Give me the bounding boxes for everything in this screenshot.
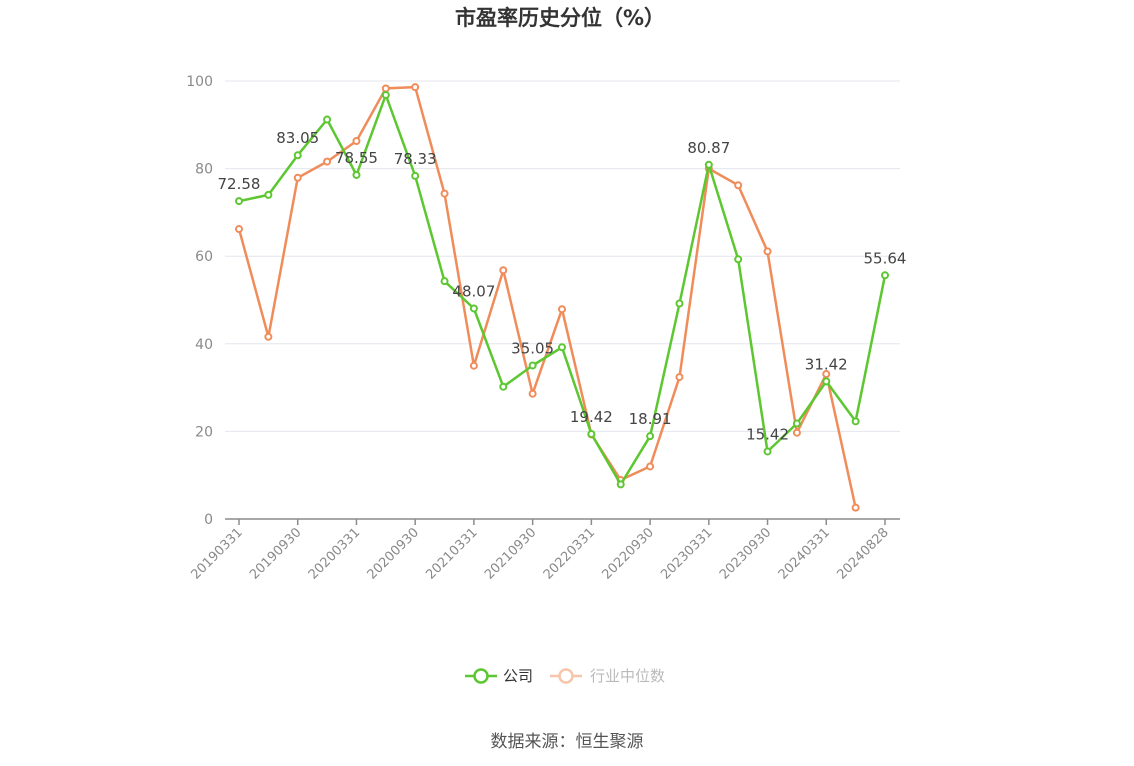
point-company [646,432,655,441]
y-tick-label: 0 [204,512,213,528]
x-tick-label: 20200331 [306,525,363,582]
point-industry [323,157,332,166]
point-company [235,197,243,206]
point-company [704,160,713,169]
y-tick-label: 60 [195,249,213,265]
legend-item-industry[interactable]: 行业中位数 [550,667,665,685]
y-tick-label: 80 [195,162,213,178]
point-industry [499,266,508,275]
data-label: 35.05 [511,339,554,357]
data-label: 78.33 [394,150,437,168]
point-company [851,417,860,426]
legend-label: 公司 [503,667,533,685]
point-industry [763,247,772,256]
data-label: 55.64 [864,249,907,267]
point-industry [734,181,743,190]
point-industry [646,462,655,471]
point-company [734,255,743,264]
point-industry [528,389,537,398]
legend[interactable]: 公司 行业中位数 [465,667,665,685]
point-company [411,171,420,180]
x-tick-label: 20220930 [600,525,657,582]
x-tick-label: 20230930 [717,525,774,582]
point-company [763,447,772,456]
x-tick-label: 20190930 [247,525,304,582]
data-label: 19.42 [570,408,613,426]
x-tick-label: 20210331 [423,525,480,582]
data-label: 80.87 [687,139,730,157]
x-tick-label: 20230331 [658,525,715,582]
legend-marker [558,668,574,684]
point-company [792,419,801,428]
x-tick-label: 20210930 [482,525,539,582]
point-company [616,480,625,489]
point-industry [381,84,390,93]
y-tick-label: 100 [186,74,213,90]
series-line-industry [237,85,857,508]
point-company [528,361,537,370]
y-tick-label: 40 [195,337,213,353]
series-layer [235,83,889,512]
point-company [499,382,508,391]
point-industry [792,428,801,437]
legend-marker [473,668,489,684]
point-company [264,190,273,199]
grid-lines [225,80,900,432]
y-tick-label: 20 [195,424,213,440]
x-tick-label: 20240828 [834,525,891,582]
data-label: 48.07 [452,282,495,300]
x-tick-label: 20190331 [188,525,245,582]
data-label: 78.55 [335,149,378,167]
point-industry [352,137,361,146]
point-company [323,115,332,124]
data-label: 18.91 [629,410,672,428]
x-tick-label: 20220331 [541,525,598,582]
point-industry [264,332,273,341]
data-labels: 72.58 83.05 78.55 78.33 48.07 35.05 19.42 18.91… [218,129,907,443]
data-label: 31.42 [805,355,848,373]
point-industry [440,189,449,198]
point-company [587,429,596,438]
x-tick-label: 20200930 [365,525,422,582]
chart-title: 市盈率历史分位（%） [455,6,665,30]
point-company [558,343,566,352]
point-industry [822,370,831,379]
point-company [381,91,390,100]
y-axis: 0 20 40 60 80 100 [186,74,213,528]
point-company [675,299,684,308]
point-company [293,151,302,160]
point-company [352,170,361,179]
legend-item-company[interactable]: 公司 [465,667,533,685]
point-company [881,271,889,280]
point-industry [675,373,684,382]
legend-label: 行业中位数 [590,667,665,685]
point-company [822,377,831,386]
point-industry [851,503,860,512]
data-label: 83.05 [276,129,319,147]
data-label: 15.42 [746,425,789,443]
point-company [469,304,478,313]
point-company [440,277,449,286]
x-axis: 20190331 20190930 20200331 20200930 20210331… [188,518,900,583]
source-note: 数据来源：恒生聚源 [491,732,644,752]
x-tick-label: 20240331 [776,525,833,582]
point-industry [469,361,478,370]
point-industry [235,225,243,234]
data-label: 72.58 [218,175,261,193]
point-industry [558,305,566,314]
point-industry [293,173,302,182]
point-industry [411,83,420,92]
